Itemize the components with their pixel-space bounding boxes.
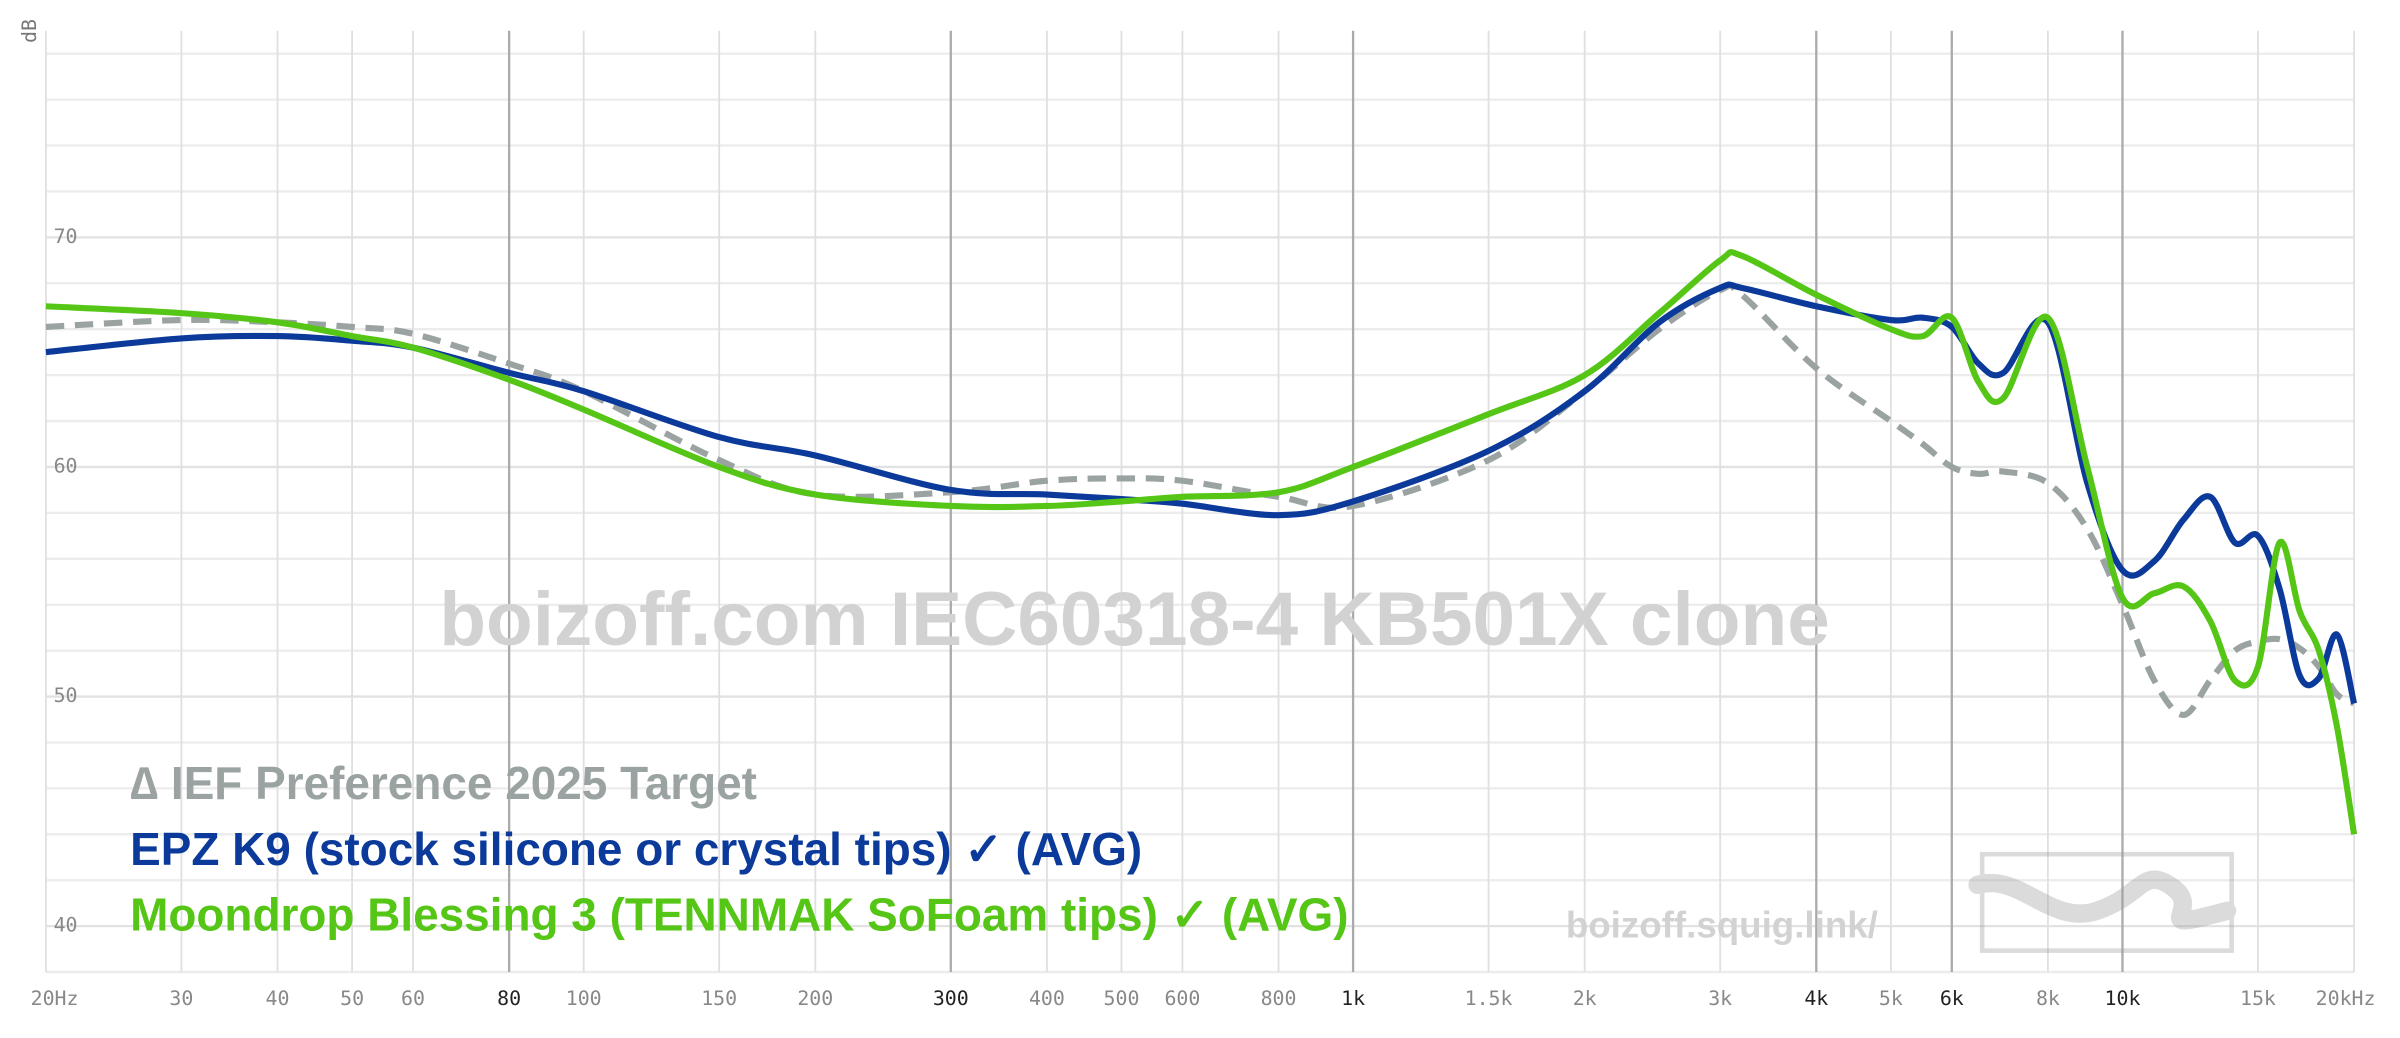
x-tick-label: 20kHz [2316, 987, 2376, 1010]
x-tick-label: 5k [1879, 987, 1903, 1010]
x-tick-label: 100 [566, 987, 602, 1010]
grid [44, 30, 2355, 974]
x-tick-label: 3k [1708, 987, 1732, 1010]
logo [1968, 851, 2237, 953]
x-tick-label: 600 [1164, 987, 1200, 1010]
series-line [45, 281, 2358, 705]
x-tick-label: 800 [1261, 987, 1297, 1010]
x-tick-label: 8k [2036, 987, 2060, 1010]
x-tick-label: 20Hz [31, 987, 79, 1010]
x-tick-label: 1k [1341, 987, 1365, 1010]
x-tick-label: 80 [497, 987, 521, 1010]
watermark: boizoff.com IEC60318-4 KB501X clone [439, 577, 1829, 662]
lines [45, 249, 2358, 835]
x-tick-label: 500 [1104, 987, 1140, 1010]
x-tick-label: 150 [701, 987, 737, 1010]
y-tick-label: 70 [54, 225, 78, 248]
x-tick-label: 400 [1029, 987, 1065, 1010]
x-tick-label: 6k [1940, 987, 1964, 1010]
x-tick-label: 4k [1804, 987, 1828, 1010]
x-tick-label: 30 [169, 987, 193, 1010]
series-line [45, 249, 2358, 835]
y-axis-label: dB [18, 19, 41, 43]
x-tick-label: 300 [933, 987, 969, 1010]
y-tick-label: 50 [54, 684, 78, 707]
x-tick-label: 15k [2240, 987, 2276, 1010]
x-tick-label: 50 [340, 987, 364, 1010]
y-tick-label: 40 [54, 914, 78, 937]
legend-entry: Moondrop Blessing 3 (TENNMAK SoFoam tips… [130, 889, 1348, 941]
legend-entry: ∆ IEF Preference 2025 Target [130, 757, 757, 809]
x-tick-label: 1.5k [1465, 987, 1513, 1010]
x-tick-label: 60 [401, 987, 425, 1010]
series-line [45, 282, 2356, 718]
y-tick-label: 60 [54, 454, 78, 477]
x-tick-label: 40 [266, 987, 290, 1010]
legend-entry: EPZ K9 (stock silicone or crystal tips) … [130, 823, 1142, 875]
legend: ∆ IEF Preference 2025 Target EPZ K9 (stoc… [130, 757, 1348, 941]
site-watermark: boizoff.squig.link/ [1566, 904, 1878, 945]
x-tick-label: 10k [2105, 987, 2141, 1010]
x-tick-label: 200 [797, 987, 833, 1010]
x-tick-label: 2k [1573, 987, 1597, 1010]
